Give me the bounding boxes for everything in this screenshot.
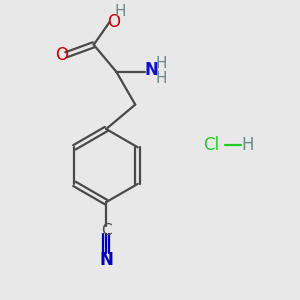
- Text: O: O: [55, 46, 68, 64]
- Text: H: H: [156, 70, 167, 86]
- Text: C: C: [101, 223, 111, 238]
- Text: Cl: Cl: [203, 136, 220, 154]
- Text: H: H: [242, 136, 254, 154]
- Text: H: H: [115, 4, 127, 19]
- Text: O: O: [106, 13, 120, 31]
- Text: N: N: [99, 251, 113, 269]
- Text: H: H: [156, 56, 167, 71]
- Text: N: N: [145, 61, 159, 79]
